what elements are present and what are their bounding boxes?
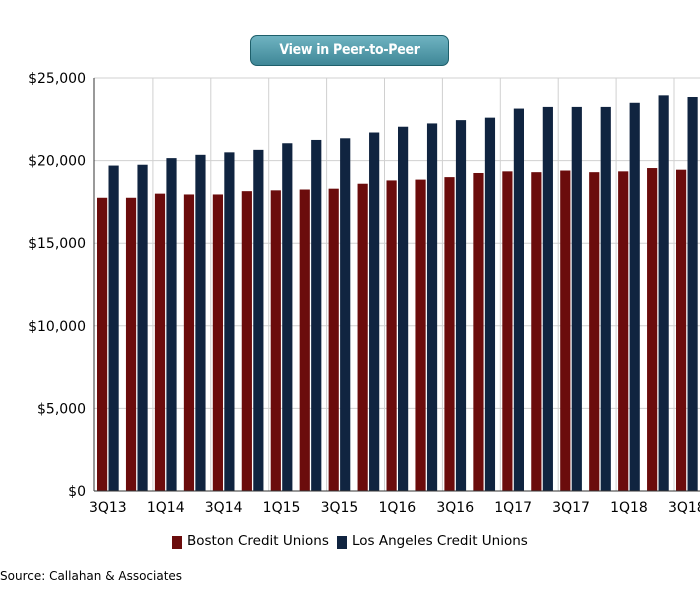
- legend-label-los-angeles: Los Angeles Credit Unions: [352, 533, 528, 549]
- x-tick-label: 1Q14: [147, 500, 185, 516]
- bar-boston-1Q17: [502, 171, 513, 491]
- bar-los-angeles-1Q14: [166, 158, 177, 491]
- bar-los-angeles-3Q16: [455, 120, 467, 491]
- bar-boston-2Q14: [183, 194, 195, 491]
- bar-los-angeles-4Q16: [484, 117, 496, 491]
- bar-los-angeles-4Q13: [137, 164, 148, 492]
- y-tick-labels: $0 $5,000 $10,000 $15,000 $20,000 $25,000: [28, 71, 86, 500]
- x-tick-label: 1Q16: [378, 500, 416, 516]
- bar-los-angeles-3Q18: [687, 96, 698, 492]
- x-tick-label: 3Q16: [436, 500, 474, 516]
- grid-lines: [94, 77, 700, 492]
- legend-swatch-boston: [172, 536, 182, 549]
- x-tick-label: 1Q15: [263, 500, 301, 516]
- bar-los-angeles-3Q17: [571, 106, 582, 491]
- bar-boston-1Q18: [618, 171, 629, 491]
- y-tick-label: $15,000: [28, 236, 86, 252]
- bar-los-angeles-3Q13: [108, 165, 119, 491]
- bar-boston-3Q16: [444, 177, 455, 491]
- bar-boston-4Q16: [473, 172, 484, 492]
- bar-boston-3Q17: [560, 170, 571, 491]
- y-tick-label: $5,000: [37, 401, 86, 417]
- bar-boston-4Q17: [589, 172, 600, 491]
- x-tick-label: 3Q17: [552, 500, 590, 516]
- bar-boston-2Q16: [415, 179, 426, 491]
- bar-boston-3Q13: [97, 197, 108, 491]
- bar-los-angeles-2Q14: [195, 154, 206, 491]
- bar-boston-1Q15: [270, 190, 281, 491]
- bar-los-angeles-2Q17: [542, 106, 553, 491]
- bar-boston-3Q15: [328, 188, 339, 491]
- bar-boston-4Q15: [357, 183, 368, 491]
- bar-los-angeles-1Q18: [629, 102, 640, 491]
- x-tick-label: 1Q18: [610, 500, 648, 516]
- bar-boston-4Q14: [241, 191, 252, 492]
- y-tick-label: $10,000: [28, 319, 86, 335]
- x-tick-label: 3Q18: [668, 500, 700, 516]
- bar-boston-3Q14: [212, 194, 223, 491]
- bar-los-angeles-1Q17: [513, 108, 524, 491]
- bar-boston-4Q13: [125, 197, 137, 491]
- y-tick-label: $25,000: [28, 71, 86, 87]
- bar-los-angeles-2Q18: [658, 95, 669, 491]
- bar-los-angeles-2Q16: [426, 123, 438, 492]
- legend-swatch-los-angeles: [337, 536, 347, 549]
- legend-label-boston: Boston Credit Unions: [187, 533, 329, 549]
- bar-los-angeles-1Q15: [282, 143, 293, 491]
- bar-boston-1Q14: [154, 193, 166, 491]
- x-tick-label: 3Q13: [89, 500, 127, 516]
- x-tick-label: 3Q14: [205, 500, 243, 516]
- bar-los-angeles-1Q16: [398, 126, 409, 491]
- bar-los-angeles-2Q15: [311, 139, 322, 491]
- legend: Boston Credit Unions Los Angeles Credit …: [172, 533, 528, 549]
- bar-boston-2Q17: [531, 172, 542, 491]
- source-note: Source: Callahan & Associates: [0, 569, 183, 583]
- bar-boston-2Q15: [299, 189, 310, 491]
- y-tick-label: $0: [68, 484, 86, 500]
- bar-los-angeles-3Q15: [340, 138, 351, 491]
- bar-los-angeles-4Q17: [600, 106, 611, 491]
- axes: [93, 78, 700, 492]
- bar-boston-2Q18: [647, 168, 658, 491]
- x-tick-labels: 3Q13 1Q14 3Q14 1Q15 3Q15 1Q16 3Q16 1Q17 3Q17 1Q18…: [89, 500, 700, 516]
- bar-los-angeles-4Q15: [369, 132, 380, 492]
- x-tick-label: 3Q15: [321, 500, 359, 516]
- bar-los-angeles-4Q14: [253, 149, 264, 491]
- bars: [97, 95, 698, 492]
- bar-los-angeles-3Q14: [224, 152, 235, 491]
- x-tick-label: 1Q17: [494, 500, 532, 516]
- bar-boston-3Q18: [676, 169, 687, 491]
- view-peer-to-peer-button[interactable]: View in Peer-to-Peer: [250, 35, 449, 66]
- y-tick-label: $20,000: [28, 154, 86, 170]
- bar-boston-1Q16: [386, 180, 397, 491]
